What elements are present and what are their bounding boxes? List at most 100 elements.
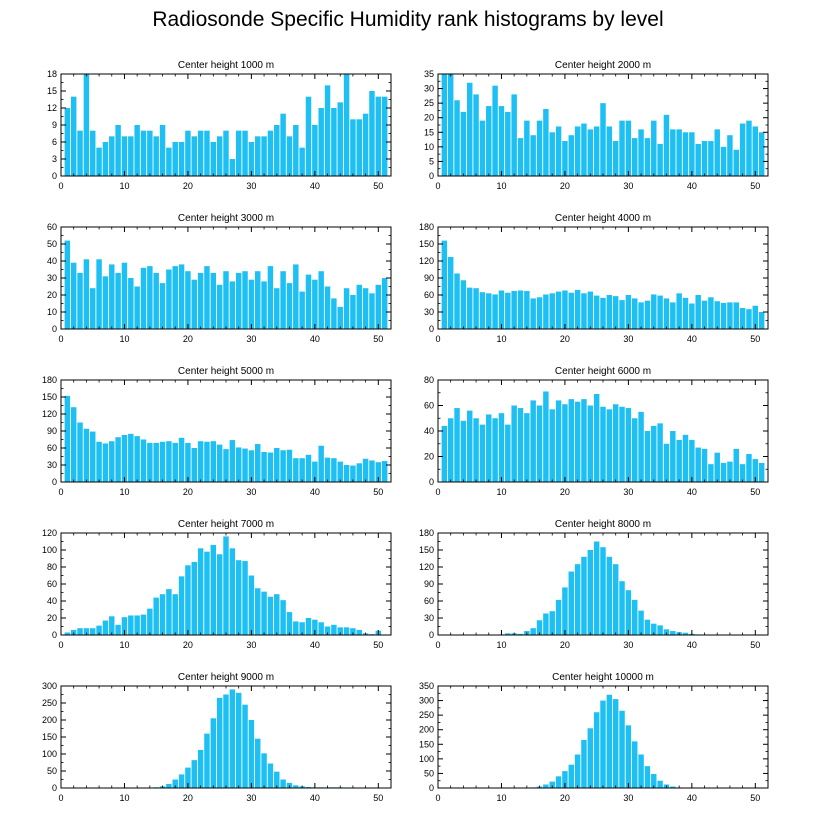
histogram-bar <box>337 627 343 635</box>
x-tick-label: 20 <box>560 334 570 344</box>
histogram-bar <box>549 409 555 482</box>
histogram-bar <box>701 300 708 329</box>
histogram-bar <box>714 129 720 176</box>
histogram-bar <box>223 271 229 329</box>
histogram-bar <box>619 406 625 482</box>
x-tick-label: 50 <box>373 181 383 191</box>
histogram-panel-8: Center height 8000 m 0 10 20 30 40 50 0 30 60 90 12… <box>419 519 769 650</box>
histogram-bar <box>720 462 727 483</box>
histogram-bar <box>543 784 549 788</box>
histogram-bar <box>356 119 362 176</box>
histogram-bar <box>632 138 638 176</box>
x-tick-label: 40 <box>310 487 320 497</box>
histogram-bar <box>600 547 606 635</box>
histogram-bar <box>248 450 255 482</box>
histogram-bar <box>663 114 670 176</box>
x-tick-label: 20 <box>560 793 570 803</box>
y-tick-label: 60 <box>424 596 434 606</box>
histogram-bar <box>305 454 312 482</box>
histogram-bar <box>312 125 318 176</box>
histogram-bar <box>733 149 739 176</box>
histogram-bar <box>128 278 134 329</box>
histogram-bar <box>555 776 562 788</box>
histogram-bar <box>362 458 369 482</box>
histogram-bar <box>587 550 594 635</box>
y-tick-label: 50 <box>424 768 434 778</box>
histogram-bar <box>293 621 299 635</box>
histogram-bar <box>562 141 568 176</box>
histogram-bar <box>574 564 581 635</box>
histogram-bar <box>375 284 382 329</box>
histogram-bar <box>530 628 536 635</box>
histogram-bar <box>670 631 676 635</box>
x-tick-label: 20 <box>183 640 193 650</box>
histogram-bar <box>657 295 663 329</box>
histogram-bar <box>473 94 479 176</box>
x-tick-label: 30 <box>246 334 256 344</box>
histogram-bar <box>619 120 625 176</box>
y-tick-label: 180 <box>42 375 57 385</box>
histogram-bar <box>267 130 274 176</box>
histogram-bar <box>369 460 375 482</box>
histogram-bar <box>216 697 223 788</box>
histogram-bar <box>102 443 109 482</box>
histogram-bar <box>498 413 505 482</box>
y-tick-label: 100 <box>419 754 434 764</box>
histogram-bar <box>727 302 733 329</box>
histogram-bar <box>90 288 96 329</box>
y-tick-label: 120 <box>419 256 434 266</box>
y-tick-label: 60 <box>47 579 57 589</box>
histogram-bar <box>612 404 619 482</box>
y-tick-label: 100 <box>42 749 57 759</box>
histogram-bar <box>638 754 644 788</box>
y-tick-label: 40 <box>424 426 434 436</box>
histogram-bar <box>274 594 280 635</box>
histogram-bar <box>657 780 663 788</box>
histogram-bar <box>70 407 77 482</box>
histogram-bar <box>682 434 689 482</box>
histogram-bar <box>242 561 248 635</box>
histogram-bar <box>498 106 505 176</box>
histogram-bar <box>121 434 128 482</box>
histogram-bar <box>280 271 286 329</box>
x-tick-label: 10 <box>496 793 506 803</box>
histogram-bar <box>682 132 689 176</box>
histogram-bar <box>676 439 682 482</box>
histogram-bar <box>447 418 454 482</box>
histogram-bar <box>460 280 467 329</box>
histogram-bar <box>739 464 746 482</box>
histogram-bar <box>159 283 166 329</box>
histogram-bar <box>159 125 166 176</box>
histogram-bar <box>625 120 632 176</box>
histogram-bar <box>293 125 299 176</box>
histogram-bar <box>343 288 350 329</box>
histogram-bar <box>102 276 109 329</box>
histogram-bar <box>350 465 356 482</box>
x-tick-label: 30 <box>623 487 633 497</box>
histogram-bar <box>619 710 625 788</box>
y-tick-label: 35 <box>424 69 434 79</box>
histogram-bar <box>102 620 109 635</box>
histogram-bar <box>83 628 90 635</box>
histogram-bar <box>121 262 128 329</box>
histogram-bar <box>568 135 574 176</box>
histogram-bar <box>536 405 543 482</box>
histogram-bar <box>140 614 147 635</box>
histogram-bar <box>695 447 701 482</box>
x-tick-label: 0 <box>58 793 63 803</box>
histogram-bar <box>612 141 619 176</box>
histogram-bar <box>479 292 486 329</box>
histogram-bar <box>638 302 644 329</box>
x-tick-label: 10 <box>119 793 129 803</box>
y-tick-label: 150 <box>42 732 57 742</box>
histogram-bar <box>153 272 159 329</box>
x-tick-label: 10 <box>119 334 129 344</box>
x-tick-label: 10 <box>496 640 506 650</box>
histogram-bar <box>555 599 562 635</box>
histogram-bar <box>191 760 197 788</box>
histogram-bar <box>185 565 191 635</box>
histogram-bar <box>657 143 663 176</box>
y-tick-label: 0 <box>429 630 434 640</box>
histogram-bar <box>280 450 286 482</box>
histogram-bar <box>606 409 613 482</box>
